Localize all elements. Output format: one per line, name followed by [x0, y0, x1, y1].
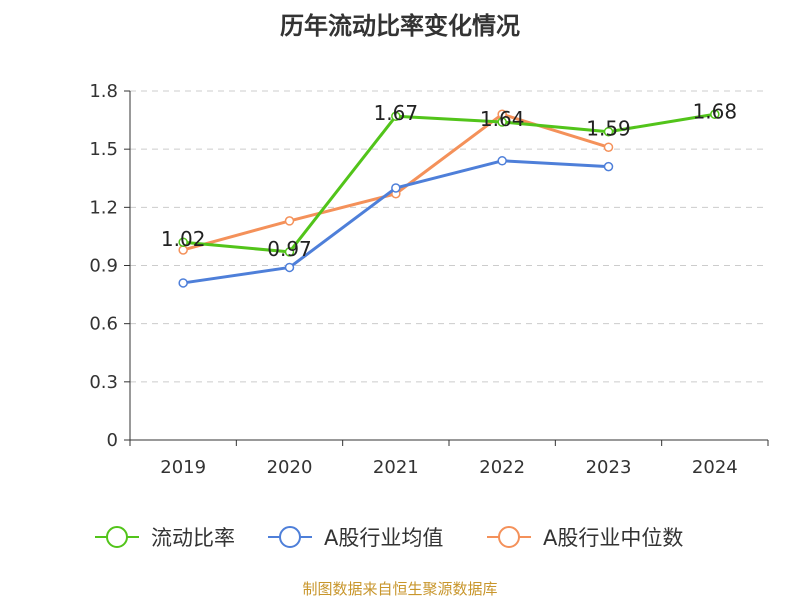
legend-item-1: A股行业均值: [268, 526, 443, 550]
chart-title: 历年流动比率变化情况: [280, 12, 520, 40]
y-tick-label: 0.3: [89, 372, 118, 393]
legend-marker: [106, 526, 128, 548]
data-label: 1.59: [586, 117, 631, 141]
source-note: 制图数据来自恒生聚源数据库: [302, 580, 498, 598]
y-tick-label: 0.6: [89, 314, 118, 335]
data-label: 1.02: [161, 227, 206, 251]
data-point-0: [284, 247, 295, 257]
data-label: 1.68: [693, 99, 738, 123]
y-tick-label: 1.2: [89, 197, 118, 218]
data-point-2: [284, 216, 295, 226]
series-line-1: [182, 159, 609, 285]
y-tick-label: 0.9: [89, 256, 118, 277]
legend-marker: [498, 526, 520, 548]
data-point-0: [497, 117, 507, 127]
legend-item-2: A股行业中位数: [487, 526, 683, 550]
x-tick-label: 2024: [692, 457, 738, 478]
legend-label: A股行业中位数: [543, 526, 683, 550]
data-point-1: [497, 156, 507, 166]
data-point-0: [603, 126, 614, 137]
legend-label: 流动比率: [151, 526, 235, 550]
y-tick-label: 0: [107, 430, 118, 451]
y-tick-label: 1.8: [89, 81, 118, 102]
data-label: 1.67: [374, 101, 419, 125]
x-tick-label: 2021: [373, 457, 419, 478]
data-label: 1.64: [480, 107, 525, 131]
x-tick-label: 2023: [586, 457, 632, 478]
series-line-2: [182, 112, 609, 252]
series-line-0: [183, 112, 716, 254]
data-point-0: [710, 109, 720, 120]
legend-marker: [279, 526, 301, 548]
data-point-1: [284, 262, 295, 273]
data-point-1: [603, 161, 614, 172]
data-point-0: [178, 237, 188, 247]
legend-label: A股行业均值: [324, 526, 443, 550]
x-tick-label: 2022: [479, 457, 525, 478]
x-tick-label: 2019: [160, 457, 206, 478]
data-label: 0.97: [267, 237, 312, 261]
data-point-2: [603, 142, 614, 152]
data-point-0: [391, 111, 401, 121]
legend-item-0: 流动比率: [95, 526, 235, 550]
y-tick-label: 1.5: [89, 139, 118, 160]
data-point-1: [178, 278, 188, 288]
data-point-1: [391, 183, 401, 193]
x-tick-label: 2020: [267, 457, 313, 478]
